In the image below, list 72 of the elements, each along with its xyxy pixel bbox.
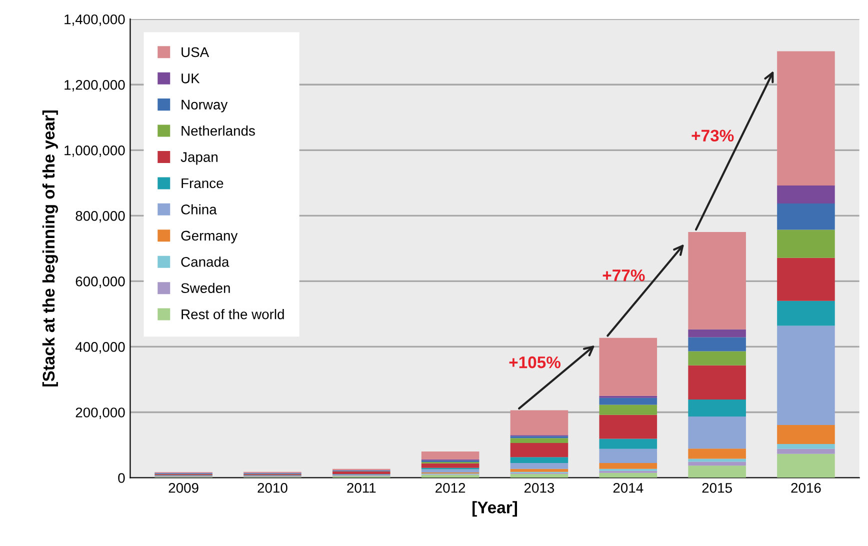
x-tick-label: 2011 <box>347 482 376 493</box>
legend-label: Japan <box>180 152 218 165</box>
bar <box>777 326 835 426</box>
legend-label: Germany <box>181 230 238 244</box>
bar <box>599 438 658 449</box>
bar <box>688 399 746 416</box>
x-tick-label: 2013 <box>524 482 554 493</box>
x-tick-label: 2015 <box>702 482 732 493</box>
bar <box>777 448 835 454</box>
x-tick-label: 2012 <box>436 482 466 493</box>
bar <box>421 452 480 460</box>
bar <box>510 457 568 464</box>
bar <box>599 398 658 405</box>
x-tick-label: 2016 <box>791 482 821 493</box>
legend-label: UK <box>182 74 200 84</box>
bar <box>688 337 746 352</box>
y-tick-label: 400,000 <box>75 342 125 354</box>
bar <box>688 232 746 330</box>
y-tick-label: 1,200,000 <box>64 80 125 92</box>
bar <box>599 463 658 469</box>
bar <box>777 230 835 258</box>
x-tick-label: 2009 <box>168 482 198 493</box>
annotation: +105% <box>509 356 561 368</box>
legend-label: Rest of the world <box>182 309 284 320</box>
bar <box>688 466 746 478</box>
bar <box>688 329 746 338</box>
legend-label: Netherlands <box>182 126 255 136</box>
bar <box>688 458 746 462</box>
bar <box>777 186 835 204</box>
y-axis-title: [Stack at the beginning of the year] <box>42 110 58 386</box>
legend-label: Norway <box>182 100 228 112</box>
bar <box>688 351 746 366</box>
bar <box>599 472 658 478</box>
bar <box>777 300 835 326</box>
bar <box>777 51 835 186</box>
y-tick-label: 600,000 <box>76 276 125 288</box>
bar <box>777 258 835 301</box>
y-tick-label: 1,400,000 <box>64 14 125 26</box>
bar <box>510 463 568 469</box>
x-axis-title: [Year] <box>472 501 517 517</box>
bar <box>777 204 835 230</box>
bar <box>510 410 568 436</box>
bar <box>510 468 568 472</box>
bar <box>510 438 568 444</box>
x-tick-label: 2010 <box>258 482 288 493</box>
bar <box>777 425 835 444</box>
legend-label: China <box>181 204 217 214</box>
legend-label: Canada <box>181 256 230 267</box>
bar <box>421 469 480 473</box>
legend-label: France <box>182 178 224 188</box>
bar <box>599 448 658 464</box>
annotation: +73% <box>692 130 734 142</box>
y-tick-label: 1,000,000 <box>64 145 125 157</box>
bar <box>599 414 658 439</box>
y-tick-label: 800,000 <box>76 211 125 222</box>
bar <box>688 448 746 459</box>
bar <box>688 462 746 466</box>
bar <box>599 404 658 415</box>
bar <box>688 416 746 449</box>
bar <box>599 338 658 396</box>
bar <box>777 444 835 449</box>
bar <box>332 472 390 474</box>
legend-label: Sweden <box>181 282 230 294</box>
y-tick-label: 200,000 <box>76 408 125 420</box>
annotation: +77% <box>602 269 645 282</box>
bar <box>777 454 835 478</box>
bar <box>510 443 568 458</box>
bar <box>421 463 480 468</box>
y-tick-label: 0 <box>118 473 125 483</box>
bar <box>688 365 746 400</box>
x-tick-label: 2014 <box>613 482 644 493</box>
legend-label: USA <box>182 47 210 58</box>
